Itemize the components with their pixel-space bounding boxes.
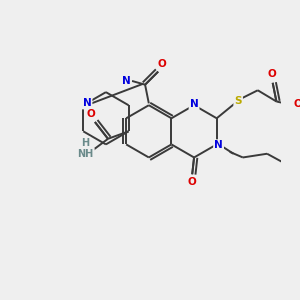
Text: S: S	[234, 95, 242, 106]
Text: O: O	[188, 177, 197, 187]
Text: O: O	[267, 69, 276, 80]
Text: O: O	[158, 59, 166, 69]
Text: O: O	[87, 109, 96, 118]
Text: N: N	[214, 140, 223, 150]
Text: O: O	[293, 99, 300, 109]
Text: N: N	[82, 98, 91, 108]
Text: N: N	[122, 76, 131, 86]
Text: H: H	[82, 137, 90, 148]
Text: NH: NH	[77, 149, 94, 159]
Text: N: N	[190, 99, 198, 109]
